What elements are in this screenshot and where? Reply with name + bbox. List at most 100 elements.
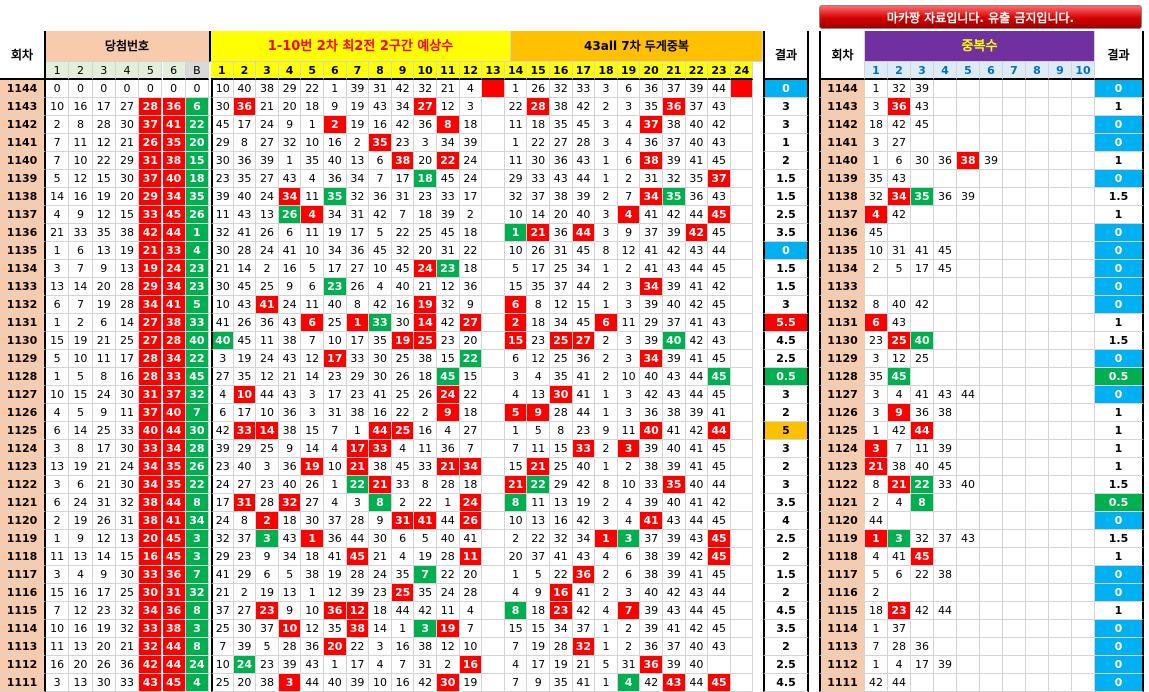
dup-number	[1072, 674, 1095, 692]
predict-number: 38	[414, 638, 437, 656]
predict-number: 24	[414, 260, 437, 278]
round-cell: 1133	[0, 278, 46, 296]
predict-number: 27	[301, 494, 324, 512]
predict2-number: 1	[504, 566, 528, 584]
predict2-number: 39	[663, 530, 686, 548]
round-cell: 1129	[0, 350, 46, 368]
predict-number: 40	[233, 80, 257, 98]
predict-number: 14	[301, 440, 324, 458]
predict2-number: 45	[708, 566, 731, 584]
round-cell: 1139	[0, 170, 46, 188]
predict2-number: 33	[572, 440, 596, 458]
predict-number: 45	[437, 368, 460, 386]
dup-number: 23	[865, 332, 888, 350]
predict-number	[482, 620, 505, 638]
predict-number	[482, 440, 505, 458]
predict-number: 4	[324, 440, 347, 458]
predict2-number: 40	[663, 440, 686, 458]
dup-result-cell: 1	[1095, 404, 1144, 422]
round-cell: 1118	[0, 548, 46, 566]
dup-number: 36	[888, 98, 911, 116]
winning-number: 6	[46, 494, 70, 512]
dup-number	[1072, 494, 1095, 512]
predict2-number: 41	[685, 494, 709, 512]
dup-number: 43	[888, 314, 911, 332]
predict2-number: 37	[663, 134, 686, 152]
dup-number: 44	[957, 386, 980, 404]
dup-number: 22	[911, 566, 934, 584]
dup-number	[957, 674, 980, 692]
predict2-number: 20	[504, 548, 528, 566]
dup-number: 36	[911, 638, 934, 656]
predict-number: 18	[301, 548, 324, 566]
winning-col-B: B	[185, 62, 210, 80]
predict-number: 3	[301, 404, 324, 422]
predict-number: 1	[324, 80, 347, 98]
predict-number: 11	[211, 206, 234, 224]
predict-number: 26	[459, 512, 483, 530]
winning-number: 1	[46, 314, 70, 332]
predict2-number: 39	[663, 548, 686, 566]
dup-number	[1072, 80, 1095, 98]
winning-number: 5	[185, 296, 210, 314]
dup-number	[980, 620, 1003, 638]
dup-number	[1072, 206, 1095, 224]
predict2-number: 31	[640, 170, 663, 188]
dup-number	[957, 566, 980, 584]
predict-number	[482, 476, 505, 494]
winning-number: 37	[139, 170, 163, 188]
round-cell: 1124	[0, 440, 46, 458]
winning-number: 20	[139, 530, 163, 548]
dup-number	[1049, 620, 1072, 638]
dup-number	[1026, 188, 1049, 206]
winning-number: 38	[139, 494, 163, 512]
winning-number: 44	[162, 638, 186, 656]
predict2-number: 30	[550, 386, 573, 404]
dup-number	[1026, 368, 1049, 386]
round-cell: 1130	[0, 332, 46, 350]
predict-number: 28	[346, 566, 370, 584]
predict-number: 24	[369, 566, 392, 584]
predict2-number: 2	[617, 458, 641, 476]
dup-number	[934, 80, 957, 98]
dup-number	[957, 350, 980, 368]
winning-number: 28	[92, 116, 116, 134]
dup-number	[957, 368, 980, 386]
predict2-number: 44	[685, 602, 709, 620]
predict-number: 35	[369, 332, 392, 350]
predict-number: 3	[211, 350, 234, 368]
predict2-number: 3	[504, 368, 528, 386]
dup-result-cell: 0	[1095, 296, 1144, 314]
predict2-number	[730, 440, 754, 458]
result-cell: 4.5	[763, 332, 809, 350]
predict-number: 18	[459, 404, 483, 422]
dup-number	[1026, 422, 1049, 440]
predict-number: 6	[301, 278, 324, 296]
predict-number	[482, 134, 505, 152]
predict-number: 21	[437, 458, 460, 476]
predict2-number: 4	[617, 206, 641, 224]
predict2-number: 38	[640, 152, 663, 170]
predict-number: 23	[324, 368, 347, 386]
dup-number	[934, 638, 957, 656]
predict-number: 10	[324, 332, 347, 350]
predict2-number: 44	[685, 260, 709, 278]
predict-number: 30	[369, 530, 392, 548]
dup-number	[1072, 566, 1095, 584]
result-cell: 2.5	[763, 206, 809, 224]
round-cell: 1116	[0, 584, 46, 602]
predict2-number: 4	[617, 674, 641, 692]
predict-number: 17	[459, 188, 483, 206]
predict-number: 31	[346, 206, 370, 224]
predict-number: 41	[459, 530, 483, 548]
winning-number: 4	[69, 566, 93, 584]
dup-number: 39	[957, 188, 980, 206]
winning-number: 26	[92, 512, 116, 530]
winning-number: 9	[92, 260, 116, 278]
predict-number: 23	[414, 188, 437, 206]
predict-number: 27	[256, 170, 279, 188]
predict2-number: 41	[685, 566, 709, 584]
predict-number: 33	[369, 314, 392, 332]
dup-number: 7	[865, 638, 888, 656]
